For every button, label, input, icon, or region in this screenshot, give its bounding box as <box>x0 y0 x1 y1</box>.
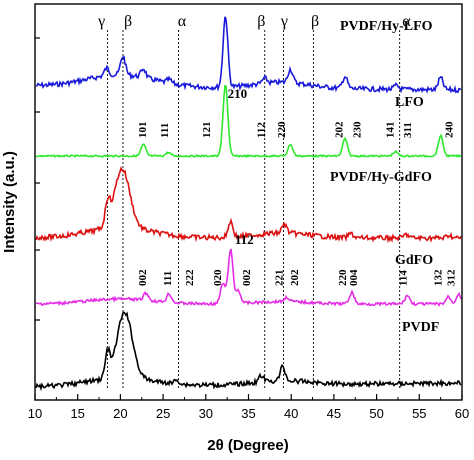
x-tick-label: 30 <box>199 406 213 421</box>
peak-label: 141 <box>385 122 397 139</box>
peak-label: 112 <box>256 122 268 138</box>
axis-layer: 10 15 20 25 30 35 40 45 50 55 60 <box>28 37 469 421</box>
phase-label: α <box>402 13 411 30</box>
x-tick-label: 15 <box>70 406 84 421</box>
peak-label: 240 <box>444 121 456 138</box>
x-tick-label: 35 <box>241 406 255 421</box>
phase-label: β <box>124 13 132 30</box>
peak-label: 002 <box>241 269 253 286</box>
series-line-pvdf-hy-lfo <box>35 16 462 94</box>
series-label-lfo: LFO <box>395 95 424 110</box>
peak-label: 221 <box>274 270 286 287</box>
peak-label: 220 <box>276 121 288 138</box>
series-label-pvdf-hy-lfo: PVDF/Hy-LFO <box>340 19 433 34</box>
x-tick-label: 20 <box>113 406 127 421</box>
phase-label: γ <box>97 13 105 30</box>
x-tick-label: 60 <box>455 406 469 421</box>
x-tick-label: 40 <box>284 406 298 421</box>
peak-label: 004 <box>348 269 360 286</box>
peak-label: 220 <box>337 269 349 286</box>
peak-label: 121 <box>201 122 213 139</box>
peak-label: 020 <box>212 269 224 286</box>
x-tick-label: 25 <box>156 406 170 421</box>
phase-label: β <box>257 13 265 30</box>
peak-label: 112 <box>235 232 254 247</box>
series-layer <box>35 16 462 392</box>
reference-lines <box>107 30 401 390</box>
series-line-lfo <box>35 84 462 159</box>
peak-label: 230 <box>351 121 363 138</box>
peak-label: 132 <box>433 269 445 286</box>
peak-label: 202 <box>289 269 301 286</box>
phase-label: α <box>178 13 187 30</box>
peak-label: 312 <box>445 269 457 286</box>
plot-frame <box>34 3 463 401</box>
x-tick-label: 45 <box>327 406 341 421</box>
y-axis-title: Intensity (a.u.) <box>1 151 18 253</box>
peak-label: 222 <box>184 269 196 286</box>
peak-label: 002 <box>137 269 149 286</box>
series-label-pvdf-hy-gdfo: PVDF/Hy-GdFO <box>330 170 432 185</box>
series-line-pvdf-hy-gdfo <box>35 166 462 244</box>
phase-label: γ <box>280 13 288 30</box>
peak-label: 111 <box>162 271 174 286</box>
series-line-gdfo <box>35 248 462 307</box>
peak-label: 210 <box>228 86 248 101</box>
series-line-pvdf <box>35 311 462 392</box>
x-tick-label: 50 <box>369 406 383 421</box>
peak-label: 114 <box>397 270 409 286</box>
phase-label: β <box>311 13 319 30</box>
x-tick-label: 10 <box>28 406 42 421</box>
peak-label: 111 <box>159 123 171 138</box>
series-label-pvdf: PVDF <box>402 320 439 335</box>
x-axis-title: 2θ (Degree) <box>207 437 288 454</box>
peak-label: 101 <box>137 122 149 139</box>
peak-label: 202 <box>333 121 345 138</box>
series-label-gdfo: GdFO <box>395 253 433 268</box>
peak-label: 311 <box>402 122 414 138</box>
x-tick-label: 55 <box>412 406 426 421</box>
